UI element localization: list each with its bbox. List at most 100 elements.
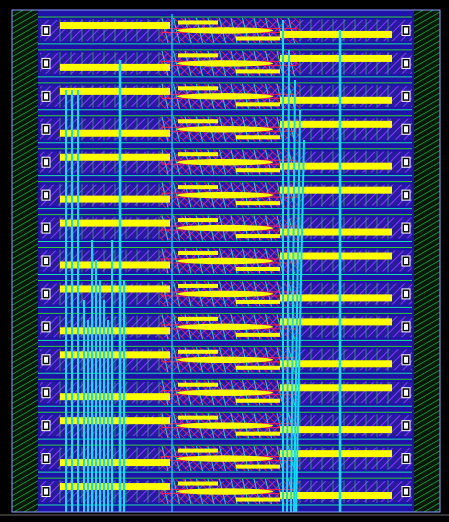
logic-wire xyxy=(173,446,180,472)
metal3-bar xyxy=(60,351,170,359)
metal3-stub xyxy=(236,431,280,436)
metal3-lens xyxy=(177,224,273,232)
via-column xyxy=(286,49,290,513)
metal3-bar xyxy=(280,492,392,499)
metal3-lens xyxy=(177,159,273,166)
metal3-stub xyxy=(178,349,218,354)
metal3-stub xyxy=(178,185,218,190)
logic-wire xyxy=(173,116,180,142)
logic-wire xyxy=(173,478,180,505)
pad-contact-core xyxy=(404,455,408,462)
metal3-stub xyxy=(178,283,218,288)
metal3-lens xyxy=(177,455,273,462)
pad-contact-core xyxy=(404,159,408,166)
metal3-bar xyxy=(280,252,392,260)
via-column xyxy=(290,79,296,513)
metal3-bar xyxy=(280,30,392,38)
metal3-bar xyxy=(280,228,392,236)
metal3-bar xyxy=(60,63,170,71)
metal3-stub xyxy=(236,168,280,173)
logic-wire xyxy=(161,182,169,208)
metal3-stub xyxy=(178,481,218,486)
logic-wire xyxy=(161,248,169,274)
pad-contact-core xyxy=(404,60,408,67)
logic-wire xyxy=(173,281,180,307)
metal3-stub xyxy=(236,365,280,370)
via-column xyxy=(293,109,301,513)
metal3-bar xyxy=(280,384,392,392)
metal3-lens xyxy=(177,323,273,331)
pad-contact-core xyxy=(404,290,408,297)
logic-wire xyxy=(173,248,180,274)
logic-wire xyxy=(288,17,295,44)
logic-wire xyxy=(173,50,180,76)
metal3-stub xyxy=(178,86,218,91)
logic-wire xyxy=(161,50,169,76)
die-boundary xyxy=(11,9,441,513)
metal3-bar xyxy=(60,393,170,401)
pad-contact-core xyxy=(404,422,408,429)
pad-contact-core xyxy=(44,422,48,429)
metal3-bar xyxy=(60,87,170,95)
metal3-stub xyxy=(178,316,218,321)
pad-contact-core xyxy=(44,323,48,330)
metal3-lens xyxy=(177,356,273,363)
metal3-bar xyxy=(60,261,170,269)
pad-contact-core xyxy=(404,93,408,100)
pad-contact-core xyxy=(44,27,48,34)
metal3-bar xyxy=(280,426,392,434)
metal3-bar xyxy=(60,195,170,203)
pad-contact-core xyxy=(44,192,48,199)
via-column xyxy=(295,139,305,513)
metal3-bar xyxy=(280,360,392,368)
metal3-bar xyxy=(280,186,392,194)
metal3-bar xyxy=(60,417,170,425)
pad-contact-core xyxy=(404,126,408,133)
metal3-stub xyxy=(236,201,280,206)
logic-wire xyxy=(173,380,180,406)
pad-contact-core xyxy=(44,356,48,363)
logic-wire xyxy=(173,215,180,241)
metal3-bar xyxy=(280,318,392,326)
pad-contact-core xyxy=(44,126,48,133)
pad-contact-core xyxy=(404,356,408,363)
metal3-bar xyxy=(280,54,392,62)
logic-wire xyxy=(173,314,180,340)
logic-wire xyxy=(173,17,180,44)
pad-contact-core xyxy=(404,488,408,495)
metal3-stub xyxy=(236,398,280,403)
metal3-stub xyxy=(236,497,280,502)
pad-contact-core xyxy=(404,389,408,396)
logic-wire xyxy=(161,380,169,406)
metal3-stub xyxy=(178,448,218,453)
metal3-stub xyxy=(236,464,280,469)
metal3-stub xyxy=(236,299,280,304)
metal3-lens xyxy=(177,290,273,298)
pad-contact-core xyxy=(44,290,48,297)
pad-contact-core xyxy=(44,60,48,67)
metal3-stub xyxy=(178,251,218,255)
metal3-lens xyxy=(177,27,273,34)
metal3-layer xyxy=(60,20,392,502)
pad-contact-core xyxy=(404,192,408,199)
pad-contact-core xyxy=(404,258,408,264)
metal3-bar xyxy=(60,22,170,29)
metal3-stub xyxy=(178,53,218,58)
metal3-bar xyxy=(280,294,392,302)
metal3-bar xyxy=(60,153,170,161)
metal3-lens xyxy=(177,60,273,67)
metal3-stub xyxy=(236,135,280,140)
pad-contact-core xyxy=(44,159,48,166)
metal3-stub xyxy=(178,415,218,420)
logic-wire xyxy=(161,446,169,472)
pad-contact-core xyxy=(44,488,48,495)
metal3-stub xyxy=(236,69,280,74)
metal3-lens xyxy=(177,126,273,133)
metal3-stub xyxy=(178,218,218,223)
metal3-bar xyxy=(60,483,170,491)
metal3-stub xyxy=(236,234,280,239)
metal3-lens xyxy=(177,257,273,265)
metal3-stub xyxy=(236,36,280,41)
